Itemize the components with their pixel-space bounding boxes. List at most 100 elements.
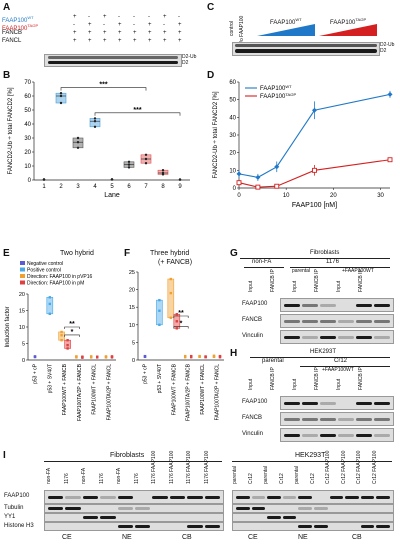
chart-b-sig-label: *** <box>99 82 107 89</box>
chart-e-legend-swatch <box>20 274 25 278</box>
chart-e-legend-label: Direction: FAAP100 in pM <box>27 281 84 287</box>
panel-h-band <box>338 433 354 437</box>
chart-d-xtick-label: 30 <box>377 193 384 199</box>
panel-c-lane-control: control <box>229 20 235 36</box>
panel-i-band <box>376 525 390 528</box>
panel-i-row-label: Tubulin <box>4 504 24 511</box>
chart-d-point <box>387 157 393 163</box>
panel-i-fraction-label: NE <box>298 534 308 541</box>
panel-i-header-hek: HEK293T <box>295 452 326 459</box>
panel-a-mark: + <box>103 38 107 44</box>
panel-a-mark: - <box>133 14 135 20</box>
panel-i-band <box>251 495 266 499</box>
panel-i-left-lane-label: 1176 <box>98 473 105 484</box>
panel-i-band <box>100 495 116 499</box>
panel-i-left-lane-label: 1176 FAAP100 <box>168 450 175 484</box>
panel-g-band <box>320 335 336 339</box>
chart-e-point <box>48 312 51 315</box>
panel-i-band <box>204 525 220 528</box>
panel-i-row-label: Histone H3 <box>4 522 34 529</box>
chart-f-sig-bracket <box>173 315 189 318</box>
panel-h-band <box>356 417 372 421</box>
chart-f-point <box>169 316 172 319</box>
chart-f-xtick-label: p53 + SV40T <box>157 364 163 393</box>
chart-e-box <box>46 296 54 315</box>
chart-e-sig-label: ** <box>69 321 75 328</box>
chart-e-sig-bracket <box>64 334 80 337</box>
chart-f-point <box>158 323 161 326</box>
panel-i-band <box>152 495 168 499</box>
panel-h-header: HEK293T <box>310 349 337 355</box>
panel-i-right-lane-label: Cr12 <box>278 473 285 484</box>
chart-d-point <box>255 174 261 180</box>
panel-a-mark: + <box>163 30 167 36</box>
chart-e-point <box>48 302 51 306</box>
panel-a-row-label: FAAP100WT <box>2 15 34 24</box>
chart-b-xtick-label: 4 <box>93 184 97 190</box>
panel-a-mark: + <box>178 38 182 44</box>
panel-h-sub-faap: +FAAP100WT <box>322 367 354 373</box>
chart-d-xtick-label: 10 <box>283 193 290 199</box>
panel-g-lane-label: FANCB IP <box>358 269 364 292</box>
panel-g-band <box>356 303 372 307</box>
panel-g-sub-faap: +FAAP100WT <box>342 268 374 274</box>
chart-d-xtick-label: 20 <box>330 193 337 199</box>
panel-i-band <box>282 516 297 519</box>
panel-a-band-label-ub: D2-Ub <box>182 54 197 60</box>
panel-i-fraction-label: CB <box>182 534 192 541</box>
panel-c-band-d2 <box>235 49 377 53</box>
panel-i-right-lane-label: parental <box>263 465 269 484</box>
panel-h-row-label: Vinculin <box>242 431 263 437</box>
panel-g-band <box>302 319 318 323</box>
panel-g-row-label: FANCB <box>242 317 263 323</box>
chart-f-ytick-label: 0 <box>132 358 135 364</box>
ramp-ta2p <box>319 24 377 36</box>
panel-i-band <box>314 507 328 510</box>
chart-f-point <box>175 320 178 323</box>
panel-i-band <box>267 516 281 519</box>
panel-g-lane-label: FANCB IP <box>314 269 320 292</box>
panel-i-blot-strip <box>44 522 224 531</box>
panel-i-blot-strip <box>232 522 394 531</box>
panel-i-band <box>65 495 81 499</box>
chart-e-point <box>48 296 51 299</box>
chart-b-point <box>59 92 63 95</box>
panel-c-band-ub <box>235 44 377 47</box>
chart-b-point <box>59 101 63 105</box>
panel-g-band <box>320 303 336 307</box>
chart-e-point <box>66 347 69 350</box>
panel-h-lane-label: FANCB IP <box>314 367 320 390</box>
panel-a-mark: - <box>163 22 165 28</box>
panel-a-mark: + <box>148 30 152 36</box>
chart-e-point <box>75 355 78 358</box>
panel-a-mark: - <box>133 22 135 28</box>
chart-b-xlabel: Lane <box>104 192 120 199</box>
chart-b-xtick-label: 8 <box>161 184 165 190</box>
panel-label-e: E <box>3 248 10 259</box>
chart-b-xtick-label: 1 <box>42 184 46 190</box>
panel-i-right-lane-label: Cr12 FAAP100 <box>356 450 362 484</box>
panel-i-left-lane-label: 1176 <box>63 473 70 484</box>
chart-f-point <box>184 354 187 358</box>
panel-g-band <box>356 335 372 339</box>
panel-i-band <box>187 525 203 528</box>
panel-g-group-1176: 1176 <box>326 259 339 265</box>
chart-b-point <box>93 120 97 123</box>
panel-a-mark: + <box>178 22 182 28</box>
panel-h-band <box>374 417 390 421</box>
panel-i-band <box>82 495 99 499</box>
chart-e-point <box>60 334 63 337</box>
panel-g-band <box>302 335 318 339</box>
panel-a-mark: - <box>103 22 105 28</box>
chart-d-legend-sup: TA/2P <box>285 92 296 97</box>
panel-c-band-label-ub: D2-Ub <box>380 42 395 48</box>
panel-a-blot <box>44 54 182 67</box>
panel-i-band <box>298 507 312 510</box>
panel-a-mark: + <box>103 14 107 20</box>
chart-d: 0 10 20 30 40 50 60 0 10 20 30 FAAP100 [nM] FANCD2-U… <box>213 80 393 209</box>
panel-i-blot-strip <box>232 513 394 522</box>
chart-b-ytick-label: 70 <box>24 80 31 86</box>
panel-h-band <box>374 401 390 405</box>
panel-h-row-label: FAAP100 <box>242 399 268 405</box>
chart-e-point <box>60 339 63 342</box>
